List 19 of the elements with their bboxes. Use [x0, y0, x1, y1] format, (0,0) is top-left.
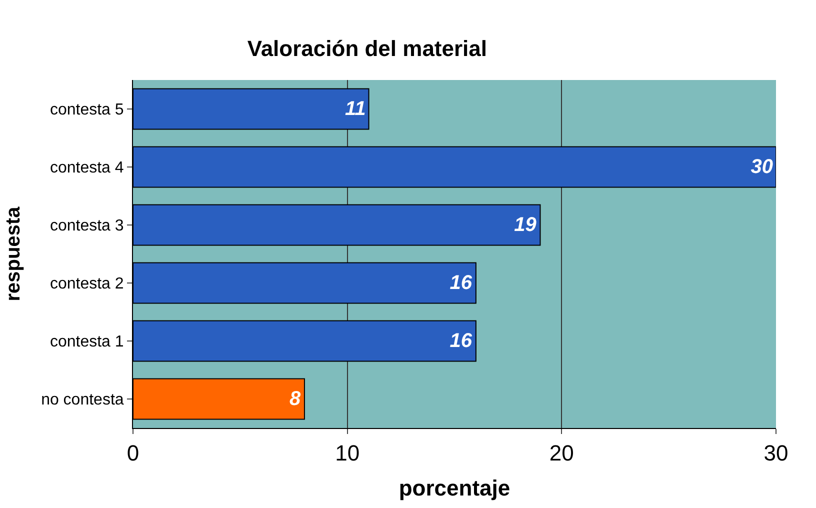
y-axis-title: respuesta — [2, 206, 25, 302]
chart-title: Valoración del material — [247, 36, 488, 62]
data-label: 30 — [750, 156, 773, 178]
y-tick-label: contesta 3 — [50, 218, 124, 235]
y-tick-label: contesta 2 — [50, 276, 124, 293]
y-tick-label: contesta 5 — [50, 102, 124, 119]
x-tick-label: 30 — [764, 440, 788, 466]
data-label: 11 — [345, 98, 366, 120]
data-label: 16 — [450, 330, 473, 352]
data-label: 16 — [450, 272, 473, 294]
y-tick-label: no contesta — [41, 392, 124, 409]
y-tick-label: contesta 4 — [50, 160, 124, 177]
x-tick-label: 0 — [126, 440, 140, 466]
x-axis-title: porcentaje — [398, 475, 510, 500]
data-label: 8 — [289, 388, 302, 410]
data-label: 19 — [514, 214, 538, 236]
x-tick-label: 10 — [335, 440, 360, 466]
x-tick-label: 20 — [549, 440, 574, 466]
y-tick-label: contesta 1 — [50, 334, 124, 351]
